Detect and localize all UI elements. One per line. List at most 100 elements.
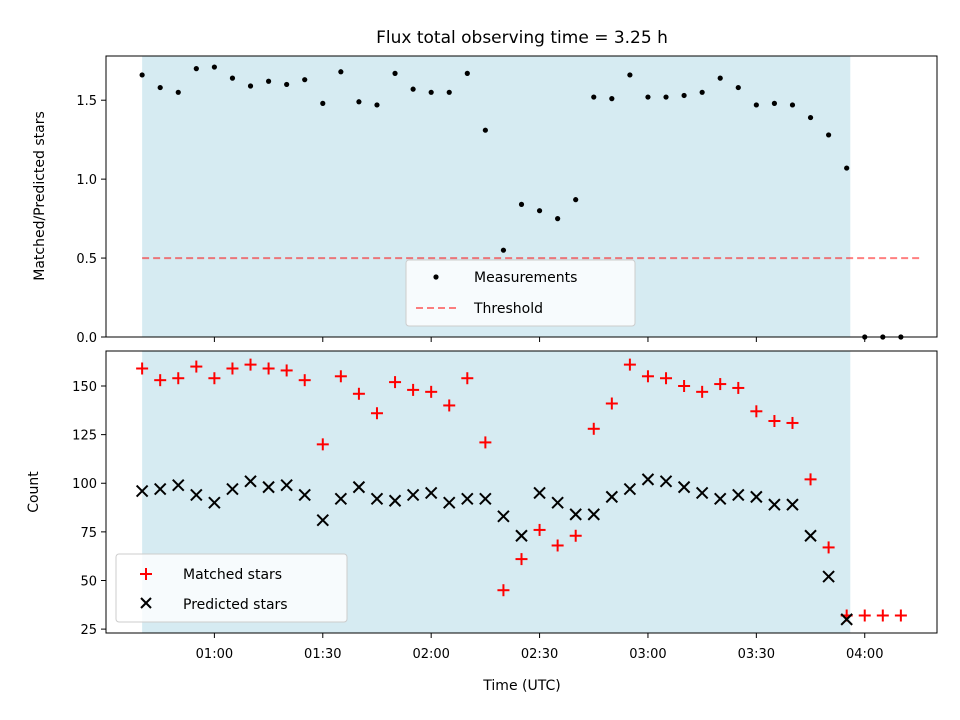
matched-star-point <box>894 609 907 622</box>
bottom-legend-box <box>115 553 348 623</box>
measurement-point <box>500 247 507 253</box>
matched-star-point <box>660 372 673 385</box>
matched-star-point <box>479 436 492 449</box>
measurement-point <box>573 197 579 203</box>
matched-star-point <box>316 438 329 451</box>
predicted-star-point <box>298 488 311 502</box>
predicted-star-point <box>424 486 438 500</box>
measurement-point <box>663 94 669 100</box>
bottom-y-axis-label: Count <box>26 471 42 513</box>
predicted-star-point <box>280 478 293 492</box>
measurement-point <box>753 102 759 108</box>
bottom-legend: Matched stars Predicted stars <box>115 553 348 623</box>
predicted-star-point <box>695 486 709 500</box>
x-tick-label: 01:30 <box>304 647 341 662</box>
matched-star-point <box>244 358 257 371</box>
matched-star-point <box>461 372 474 385</box>
predicted-star-point <box>370 492 384 506</box>
matched-stars-series <box>136 358 907 622</box>
top-axes-frame <box>105 55 938 338</box>
predicted-star-point <box>515 529 528 542</box>
measurements-series <box>139 64 904 340</box>
matched-star-point <box>262 362 275 375</box>
measurement-point <box>338 69 344 75</box>
predicted-star-point <box>262 480 275 494</box>
matched-star-point <box>876 609 889 622</box>
bottom-y-tick-label: 50 <box>80 574 97 589</box>
legend-label-predicted: Predicted stars <box>183 597 288 613</box>
x-tick-label: 03:30 <box>738 647 775 662</box>
matched-star-point <box>641 370 654 383</box>
top-panel: 0.0 0.5 1.0 1.5 Matched/Predicted stars Mea… <box>32 55 938 346</box>
measurement-point <box>265 78 272 84</box>
legend-label-threshold: Threshold <box>473 301 543 317</box>
x-tick-label: 04:00 <box>846 647 883 662</box>
matched-star-point <box>497 584 510 597</box>
matched-star-point <box>551 539 564 552</box>
measurement-point <box>284 81 290 88</box>
matched-star-point <box>533 523 546 536</box>
matched-star-point <box>750 405 763 418</box>
measurement-point <box>175 89 181 95</box>
bottom-y-tick-label: 75 <box>80 526 97 541</box>
predicted-star-point <box>190 488 203 502</box>
matched-star-point <box>190 360 203 373</box>
measurement-point <box>247 83 254 89</box>
measurement-point <box>518 201 525 207</box>
top-y-tick-label: 1.5 <box>76 94 97 109</box>
top-y-axis-label: Matched/Predicted stars <box>32 111 48 281</box>
predicted-star-point <box>659 475 673 488</box>
predicted-star-point <box>569 508 582 521</box>
measurement-point <box>428 89 434 95</box>
measurement-point <box>157 84 163 91</box>
measurement-point <box>717 75 723 81</box>
predicted-star-point <box>641 473 655 486</box>
measurement-point <box>844 165 850 171</box>
matched-star-point <box>858 609 871 622</box>
measurement-point <box>139 72 145 78</box>
x-tick-label: 02:30 <box>521 647 558 662</box>
legend-marker-measurements <box>433 274 439 280</box>
predicted-star-point <box>804 529 817 542</box>
measurement-point <box>536 208 543 214</box>
predicted-star-point <box>605 490 619 504</box>
measurement-point <box>735 84 741 91</box>
measurement-point <box>681 92 687 99</box>
matched-star-point <box>334 370 347 383</box>
measurement-point <box>356 99 362 105</box>
measurement-point <box>302 77 308 83</box>
predicted-star-point <box>714 492 727 506</box>
matched-star-point <box>407 383 420 396</box>
matched-star-point <box>208 372 221 385</box>
matched-star-point <box>768 415 781 428</box>
measurement-point <box>609 96 615 102</box>
measurement-point <box>807 114 814 121</box>
predicted-star-point <box>334 492 348 506</box>
matched-star-point <box>443 399 456 412</box>
x-axis-label: Time (UTC) <box>482 678 560 694</box>
predicted-star-point <box>352 480 366 494</box>
matched-star-point <box>605 397 618 410</box>
predicted-star-point <box>533 486 546 500</box>
top-legend-box <box>405 259 636 327</box>
predicted-star-point <box>623 482 637 496</box>
top-legend: Measurements Threshold <box>405 259 636 327</box>
bottom-y-ticks: 25 50 75 100 125 150 <box>72 380 106 638</box>
measurement-point <box>320 100 326 106</box>
top-y-tick-label: 0.0 <box>76 331 97 346</box>
bottom-x-ticks: 01:00 01:30 02:00 02:30 03:00 03:30 04:00 <box>196 633 883 662</box>
predicted-stars-series <box>135 473 853 626</box>
legend-label-measurements: Measurements <box>474 270 577 286</box>
measurement-point <box>771 100 778 106</box>
predicted-star-point <box>750 490 763 504</box>
predicted-star-point <box>587 508 600 521</box>
predicted-star-point <box>479 492 492 506</box>
predicted-star-point <box>461 492 474 506</box>
matched-star-point <box>786 416 799 429</box>
measurement-point <box>591 94 597 100</box>
predicted-star-point <box>551 496 564 509</box>
top-x-ticks <box>213 337 866 342</box>
chart-title: Flux total observing time = 3.25 h <box>376 28 668 48</box>
predicted-star-point <box>172 478 185 492</box>
